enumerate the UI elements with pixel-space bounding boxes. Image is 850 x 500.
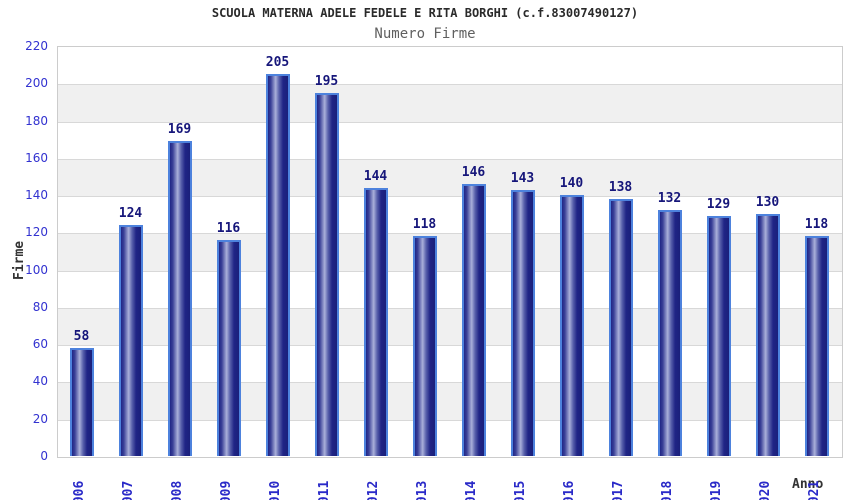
- y-tick-label: 80: [32, 299, 48, 314]
- bar-value-label: 144: [363, 168, 388, 184]
- bar-2021: [804, 236, 829, 456]
- y-tick-label: 100: [25, 262, 48, 277]
- bar-2015: [510, 189, 535, 456]
- x-axis-title: Anno: [792, 477, 824, 492]
- x-tick-label: 2013: [414, 480, 430, 500]
- bar-value-label: 116: [216, 220, 241, 236]
- bar-2013: [412, 236, 437, 456]
- x-tick-label: 2012: [365, 480, 381, 500]
- y-tick-label: 60: [32, 337, 48, 352]
- bar-value-label: 143: [510, 170, 535, 186]
- y-tick-label: 220: [25, 39, 48, 53]
- bar-2016: [559, 195, 584, 456]
- x-tick-label: 2019: [708, 480, 724, 500]
- bar-value-label: 129: [706, 196, 731, 212]
- bar-2006: [69, 347, 94, 456]
- x-tick-label: 2014: [463, 480, 479, 500]
- bar-2011: [314, 92, 339, 456]
- x-tick-label: 2016: [561, 480, 577, 500]
- bar-2020: [755, 213, 780, 456]
- bar-value-label: 124: [118, 205, 143, 221]
- bar-value-label: 130: [755, 194, 780, 210]
- grid-band: [58, 84, 842, 122]
- bar-value-label: 140: [559, 176, 584, 192]
- x-tick-label: 2021: [806, 480, 822, 500]
- bar-2009: [216, 239, 241, 456]
- grid-band: [58, 47, 842, 85]
- bar-value-label: 118: [804, 217, 829, 233]
- y-tick-label: 20: [32, 411, 48, 426]
- bar-value-label: 138: [608, 179, 633, 195]
- y-tick-label: 160: [25, 150, 48, 165]
- x-tick-label: 2015: [512, 480, 528, 500]
- x-tick-label: 2006: [71, 480, 87, 500]
- y-tick-label: 180: [25, 113, 48, 128]
- x-tick-label: 2020: [757, 480, 773, 500]
- bar-value-label: 146: [461, 164, 486, 180]
- y-tick-label: 200: [25, 76, 48, 91]
- bar-value-label: 118: [412, 217, 437, 233]
- bar-value-label: 132: [657, 191, 682, 206]
- chart-title: SCUOLA MATERNA ADELE FEDELE E RITA BORGH…: [211, 6, 639, 20]
- chart-subtitle: Numero Firme: [374, 26, 476, 42]
- bar-2017: [608, 198, 633, 456]
- bar-2019: [706, 215, 731, 456]
- bar-2007: [118, 224, 143, 456]
- x-tick-label: 2009: [218, 480, 234, 500]
- bar-2012: [363, 187, 388, 456]
- bar-2018: [657, 210, 682, 456]
- x-tick-label: 2017: [610, 480, 626, 500]
- y-tick-label: 0: [40, 449, 48, 463]
- y-tick-label: 120: [25, 225, 48, 240]
- x-tick-label: 2018: [659, 480, 675, 500]
- bar-2008: [167, 141, 192, 456]
- x-tick-label: 2010: [267, 480, 283, 500]
- bar-value-label: 205: [265, 54, 290, 70]
- y-tick-label: 40: [32, 374, 48, 389]
- y-tick-label: 140: [25, 188, 48, 203]
- bar-value-label: 169: [167, 122, 192, 138]
- bar-value-label: 58: [73, 328, 90, 344]
- x-tick-label: 2008: [169, 480, 185, 500]
- x-tick-label: 2011: [316, 480, 332, 500]
- bar-2010: [265, 73, 290, 456]
- x-tick-label: 2007: [120, 480, 136, 500]
- bar-value-label: 195: [314, 73, 339, 89]
- bar-2014: [461, 183, 486, 456]
